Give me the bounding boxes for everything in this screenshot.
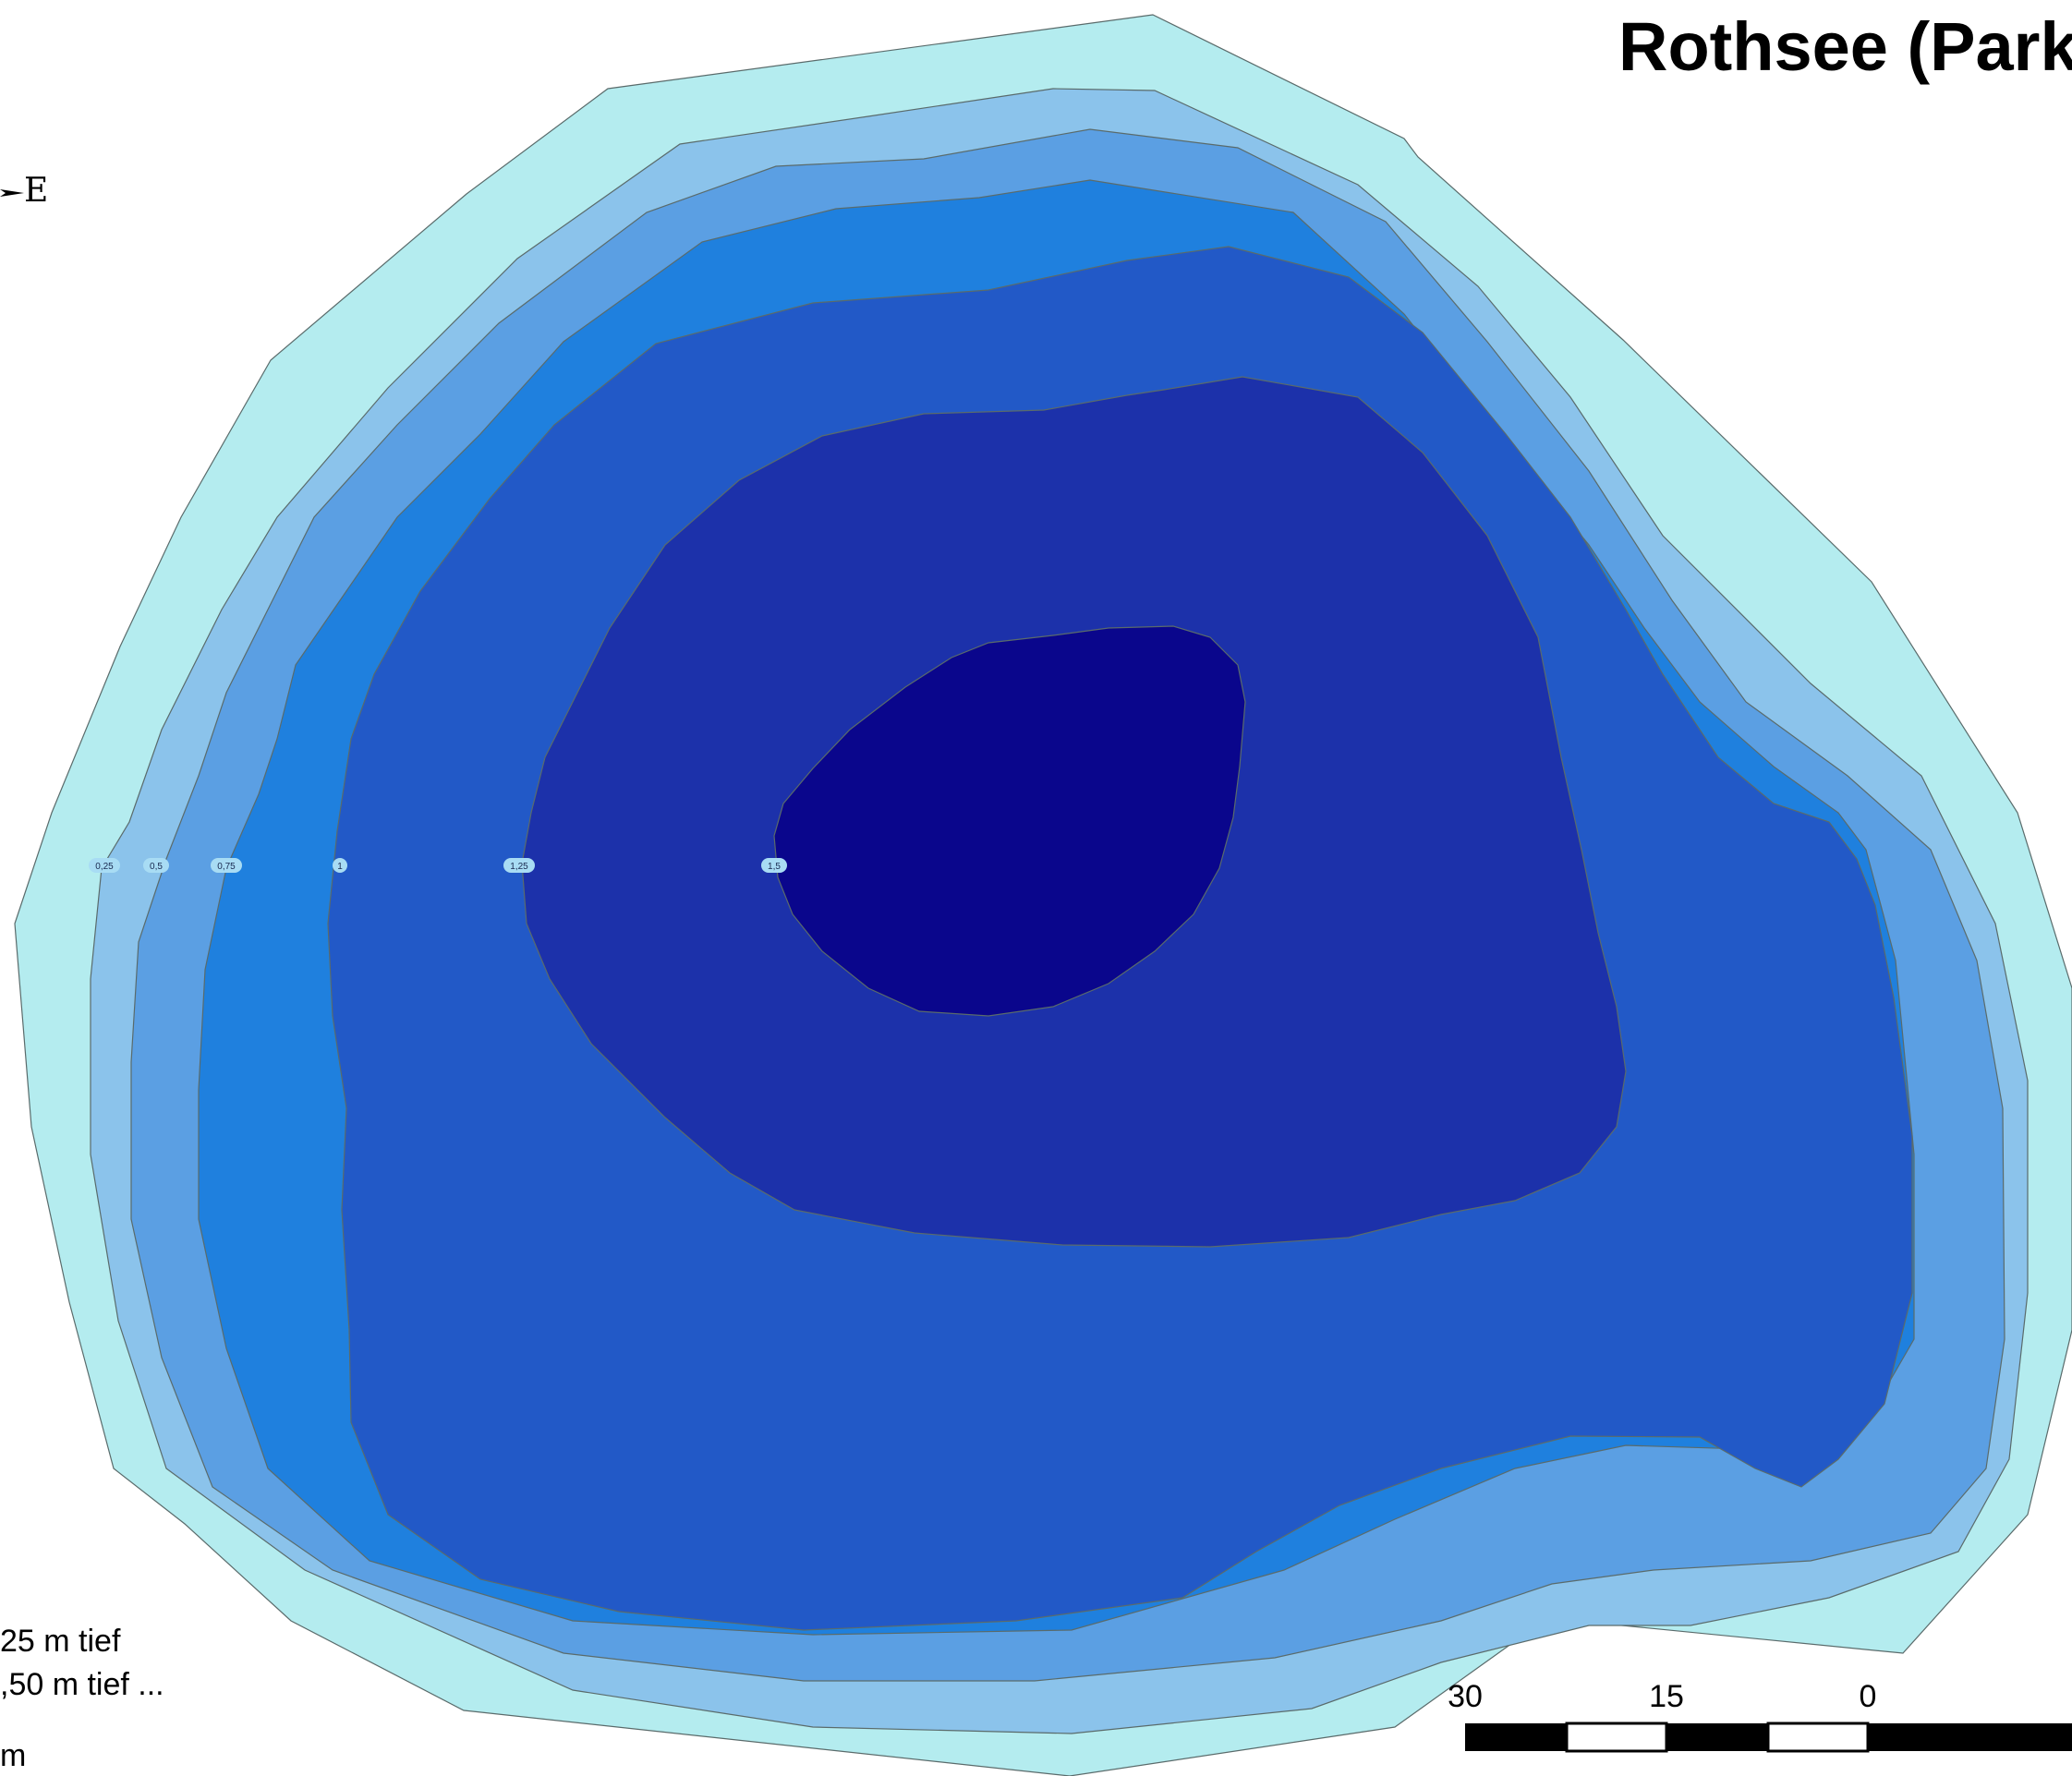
contour-label-text: 0,5 — [150, 862, 163, 872]
north-arrow-label: E — [24, 172, 49, 210]
scale-bar-segment-5 — [1868, 1723, 2072, 1751]
scale-bar — [1465, 1722, 2072, 1753]
contour-label-1-25: 1,25 — [503, 858, 535, 873]
scale-label-15: 15 — [1649, 1679, 1684, 1714]
scale-label-30: 30 — [1448, 1679, 1483, 1714]
map-title: Rothsee (Park — [1618, 8, 2072, 85]
contour-label-text: 0,75 — [217, 862, 236, 872]
contour-label-0-25: 0,25 — [89, 858, 120, 873]
contour-label-0-75: 0,75 — [211, 858, 242, 873]
scale-bar-segment-1 — [1465, 1723, 1567, 1751]
scale-bar-segment-3 — [1666, 1723, 1768, 1751]
contour-label-text: 1 — [337, 862, 343, 872]
contour-label-text: 1,5 — [768, 862, 781, 872]
contour-label-text: 1,25 — [510, 862, 528, 872]
contour-label-1-5: 1,5 — [761, 858, 787, 873]
contour-label-0-5: 0,5 — [143, 858, 169, 873]
north-arrow-icon — [0, 172, 24, 210]
scale-label-0: 0 — [1859, 1679, 1877, 1714]
contour-label-text: 0,25 — [95, 862, 114, 872]
scale-bar-segment-4 — [1766, 1722, 1870, 1753]
legend-line-3: m — [0, 1738, 27, 1773]
legend-line-1: 25 m tief — [0, 1624, 121, 1659]
north-arrow: E — [0, 172, 48, 210]
legend-line-2: ,50 m tief ... — [0, 1667, 164, 1702]
depth-zone-15-deepest — [773, 625, 1246, 1017]
scale-bar-segment-2 — [1565, 1722, 1668, 1753]
contour-labels: 0,25 0,5 0,75 1 1,25 1,5 — [89, 858, 787, 873]
contour-label-1: 1 — [333, 858, 347, 873]
